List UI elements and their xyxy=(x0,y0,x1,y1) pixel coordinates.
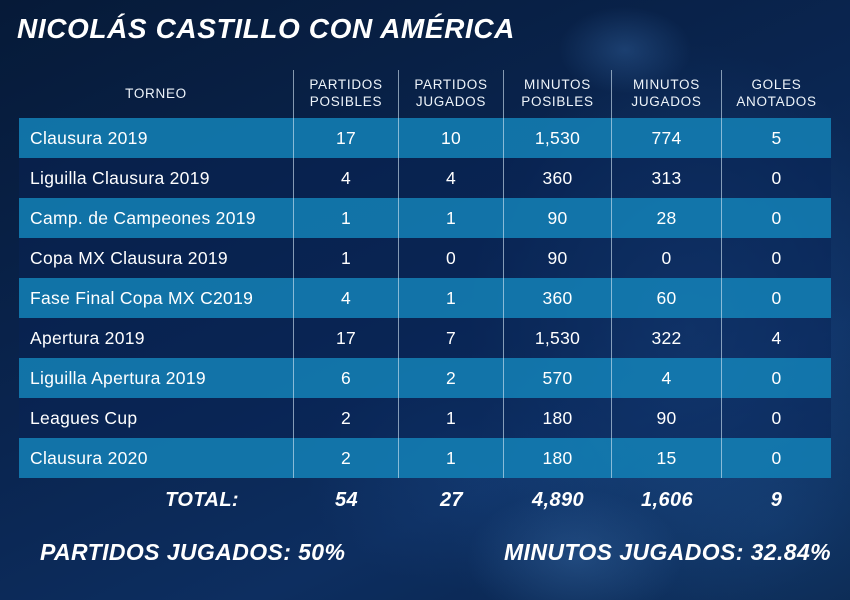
stat-cell: 4 xyxy=(294,278,399,318)
stat-cell: 322 xyxy=(612,318,722,358)
stat-cell: 0 xyxy=(722,198,831,238)
partidos-jugados-percentage: PARTIDOS JUGADOS: 50% xyxy=(40,539,346,565)
torneo-cell: Fase Final Copa MX C2019 xyxy=(19,278,294,318)
stat-cell: 774 xyxy=(612,118,722,158)
stat-cell: 180 xyxy=(504,398,612,438)
stat-cell: 17 xyxy=(294,118,399,158)
stat-cell: 4 xyxy=(294,158,399,198)
table-row-camp-de-campeones-2019: Camp. de Campeones 2019 1 1 90 28 0 xyxy=(19,198,831,238)
stat-cell: 0 xyxy=(722,438,831,478)
stat-cell: 313 xyxy=(612,158,722,198)
stat-cell: 360 xyxy=(504,278,612,318)
stat-cell: 7 xyxy=(399,318,504,358)
torneo-cell: Liguilla Clausura 2019 xyxy=(19,158,294,198)
torneo-cell: Liguilla Apertura 2019 xyxy=(19,358,294,398)
stat-cell: 0 xyxy=(399,238,504,278)
stat-cell: 4 xyxy=(722,318,831,358)
stats-table: TORNEO PARTIDOS POSIBLES PARTIDOS JUGADO… xyxy=(19,70,831,522)
stat-cell: 570 xyxy=(504,358,612,398)
stat-cell: 10 xyxy=(399,118,504,158)
table-row-liguilla-clausura-2019: Liguilla Clausura 2019 4 4 360 313 0 xyxy=(19,158,831,198)
stat-cell: 1,530 xyxy=(504,118,612,158)
header-cell-torneo: TORNEO xyxy=(19,70,294,118)
total-stat-cell: 9 xyxy=(770,488,783,511)
header-cell-partidos-posibles: PARTIDOS POSIBLES xyxy=(294,70,399,118)
header-cell-minutos-jugados: MINUTOS JUGADOS xyxy=(612,70,722,118)
torneo-cell: Apertura 2019 xyxy=(19,318,294,358)
stat-cell: 5 xyxy=(722,118,831,158)
header-cell-goles-anotados: GOLES ANOTADOS xyxy=(736,77,817,109)
header-cell-partidos-jugados: PARTIDOS JUGADOS xyxy=(399,70,504,118)
stat-cell: 28 xyxy=(612,198,722,238)
total-stat-cell: 4,890 xyxy=(531,488,585,511)
table-row-fase-final-copa-mx-c2019: Fase Final Copa MX C2019 4 1 360 60 0 xyxy=(19,278,831,318)
table-header-row: TORNEO PARTIDOS POSIBLES PARTIDOS JUGADO… xyxy=(19,70,831,118)
stat-cell: 1 xyxy=(399,398,504,438)
stat-cell: 1 xyxy=(294,238,399,278)
table-row-clausura-2019: Clausura 2019 17 10 1,530 774 5 xyxy=(19,118,831,158)
stat-cell: 4 xyxy=(612,358,722,398)
stat-cell: 2 xyxy=(399,358,504,398)
header-cell-minutos-posibles: MINUTOS POSIBLES xyxy=(504,70,612,118)
summary-footer: PARTIDOS JUGADOS: 50% MINUTOS JUGADOS: 3… xyxy=(19,539,831,566)
table-row-apertura-2019: Apertura 2019 17 7 1,530 322 4 xyxy=(19,318,831,358)
torneo-cell: Copa MX Clausura 2019 xyxy=(19,238,294,278)
total-label: TOTAL: xyxy=(165,488,239,511)
stat-cell: 0 xyxy=(722,278,831,318)
stat-cell: 17 xyxy=(294,318,399,358)
stat-cell: 60 xyxy=(612,278,722,318)
table-total-row: TOTAL: 54 27 4,890 1,606 9 xyxy=(19,478,831,522)
stat-cell: 1 xyxy=(399,198,504,238)
total-stat-cell: 27 xyxy=(439,488,464,511)
stat-cell: 0 xyxy=(722,358,831,398)
torneo-cell: Leagues Cup xyxy=(19,398,294,438)
stat-cell: 6 xyxy=(294,358,399,398)
torneo-cell: Camp. de Campeones 2019 xyxy=(19,198,294,238)
total-stat-cell: 1,606 xyxy=(640,488,694,511)
minutos-jugados-percentage: MINUTOS JUGADOS: 32.84% xyxy=(503,539,831,565)
stat-cell: 0 xyxy=(722,158,831,198)
page-title: NICOLÁS CASTILLO CON AMÉRICA xyxy=(17,13,515,44)
table-row-clausura-2020: Clausura 2020 2 1 180 15 0 xyxy=(19,438,831,478)
stat-cell: 1 xyxy=(399,278,504,318)
stat-cell: 90 xyxy=(504,238,612,278)
stat-cell: 15 xyxy=(612,438,722,478)
torneo-cell: Clausura 2020 xyxy=(19,438,294,478)
table-row-liguilla-apertura-2019: Liguilla Apertura 2019 6 2 570 4 0 xyxy=(19,358,831,398)
stat-cell: 0 xyxy=(612,238,722,278)
table-row-copa-mx-clausura-2019: Copa MX Clausura 2019 1 0 90 0 0 xyxy=(19,238,831,278)
stat-cell: 1 xyxy=(294,198,399,238)
stat-cell: 1 xyxy=(399,438,504,478)
stat-cell: 1,530 xyxy=(504,318,612,358)
total-stat-cell: 54 xyxy=(334,488,359,511)
stat-cell: 90 xyxy=(504,198,612,238)
stat-cell: 180 xyxy=(504,438,612,478)
stat-cell: 2 xyxy=(294,398,399,438)
table-row-leagues-cup: Leagues Cup 2 1 180 90 0 xyxy=(19,398,831,438)
torneo-cell: Clausura 2019 xyxy=(19,118,294,158)
stat-cell: 0 xyxy=(722,398,831,438)
stat-cell: 0 xyxy=(722,238,831,278)
stat-cell: 360 xyxy=(504,158,612,198)
stat-cell: 4 xyxy=(399,158,504,198)
stat-cell: 2 xyxy=(294,438,399,478)
stat-cell: 90 xyxy=(612,398,722,438)
